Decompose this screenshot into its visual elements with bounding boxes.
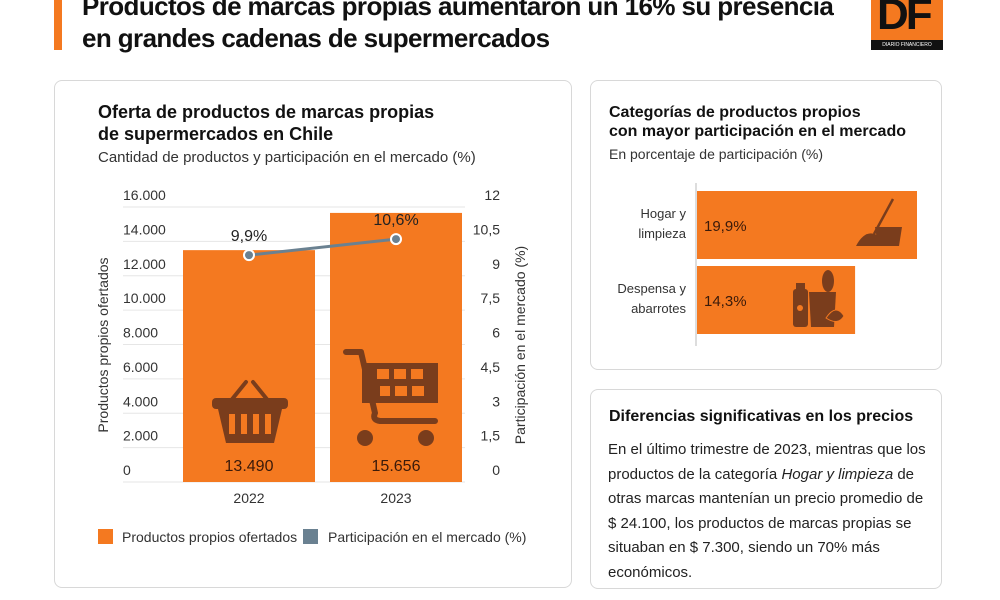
groceries-icon	[793, 270, 845, 327]
y-tick-left: 14.000	[123, 221, 166, 237]
headline-line2: en grandes cadenas de supermercados	[82, 23, 550, 53]
price-note-panel	[590, 389, 942, 589]
main-chart-title: Oferta de productos de marcas propias de…	[98, 101, 434, 145]
y-tick-right: 0	[492, 462, 500, 478]
bar-2023	[330, 212, 462, 482]
share-label: 9,9%	[231, 228, 267, 245]
x-tick-label: 2022	[233, 490, 264, 506]
share-point	[243, 249, 255, 262]
share-point	[390, 233, 402, 246]
note-text-emphasis: Hogar y limpieza	[781, 465, 894, 483]
headline: Productos de marcas propias aumentaron u…	[82, 0, 834, 54]
logo-subtext: DIARIO FINANCIERO	[871, 40, 943, 50]
headline-accent	[54, 0, 62, 50]
x-tick-label: 2023	[380, 490, 411, 506]
logo-text: DF	[877, 0, 933, 39]
title-line2: de supermercados en Chile	[98, 124, 334, 144]
y-tick-left: 6.000	[123, 359, 158, 375]
category-label: abarrotes	[631, 301, 686, 316]
share-line	[248, 237, 397, 257]
y-axis-label-right: Participación en el mercado (%)	[512, 246, 528, 444]
y-tick-left: 16.000	[123, 187, 166, 203]
category-label: Despensa y	[617, 281, 686, 296]
y-tick-right: 10,5	[473, 221, 500, 237]
price-note-text: En el último trimestre de 2023, mientras…	[608, 438, 928, 585]
legend-label-line: Participación en el mercado (%)	[328, 529, 526, 545]
category-value-label: 14,3%	[704, 293, 747, 310]
y-tick-right: 7,5	[481, 290, 501, 306]
legend-label-bars: Productos propios ofertados	[122, 529, 297, 545]
title-line1: Categorías de productos propios	[609, 104, 861, 121]
price-note-title: Diferencias significativas en los precio…	[609, 408, 914, 425]
bar-value-label: 15.656	[372, 458, 421, 475]
y-tick-left: 4.000	[123, 393, 158, 409]
basket-icon	[212, 380, 288, 443]
y-tick-right: 12	[484, 187, 500, 203]
y-tick-right: 3	[492, 393, 500, 409]
title-line2: con mayor participación en el mercado	[609, 123, 906, 140]
bar-2022	[183, 250, 315, 482]
note-text-part1: En el último trimestre de 2023, mientras…	[608, 441, 926, 483]
categories-title: Categorías de productos propios con mayo…	[609, 103, 906, 141]
mop-bucket-icon	[856, 198, 902, 246]
y-tick-left: 12.000	[123, 256, 166, 272]
y-tick-right: 4,5	[481, 359, 501, 375]
main-chart-subtitle: Cantidad de productos y participación en…	[98, 149, 476, 166]
y-axis-label-left: Productos propios ofertados	[95, 257, 111, 432]
legend-swatch-bars	[98, 529, 113, 544]
category-label: limpieza	[638, 226, 686, 241]
df-logo: DF DIARIO FINANCIERO	[871, 0, 943, 50]
note-text-part2: de otras marcas mantenían un precio prom…	[608, 465, 924, 581]
y-tick-left: 8.000	[123, 325, 158, 341]
category-label: Hogar y	[640, 206, 686, 221]
cart-icon	[343, 349, 438, 446]
category-bar	[697, 191, 917, 259]
categories-subtitle: En porcentaje de participación (%)	[609, 146, 824, 162]
y-tick-left: 10.000	[123, 290, 166, 306]
bar-value-label: 13.490	[225, 458, 274, 475]
share-label: 10,6%	[373, 212, 418, 229]
title-line1: Oferta de productos de marcas propias	[98, 102, 435, 122]
category-value-label: 19,9%	[704, 218, 747, 235]
headline-line1: Productos de marcas propias aumentaron u…	[82, 0, 834, 21]
y-tick-left: 0	[123, 462, 131, 478]
legend-swatch-line	[303, 529, 318, 544]
y-tick-right: 9	[492, 256, 500, 272]
y-tick-right: 1,5	[481, 428, 501, 444]
y-tick-left: 2.000	[123, 428, 158, 444]
y-tick-right: 6	[492, 325, 500, 341]
